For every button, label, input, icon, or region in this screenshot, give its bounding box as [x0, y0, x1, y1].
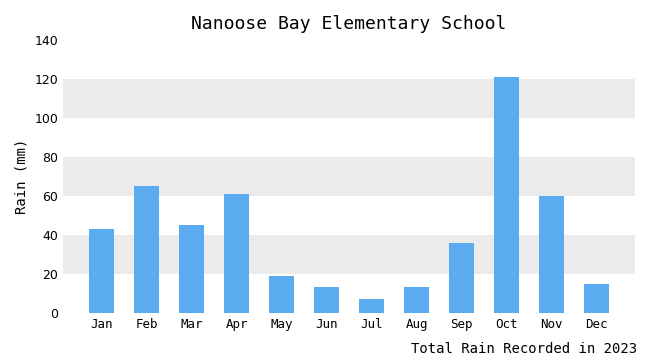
Bar — [269, 276, 294, 313]
Y-axis label: Rain (mm): Rain (mm) — [15, 139, 29, 214]
Bar — [404, 287, 429, 313]
Bar — [359, 299, 384, 313]
Bar — [63, 118, 635, 157]
Title: Nanoose Bay Elementary School: Nanoose Bay Elementary School — [192, 15, 507, 33]
Bar — [135, 186, 159, 313]
Bar — [63, 274, 635, 313]
Bar — [63, 196, 635, 235]
Bar — [449, 243, 474, 313]
Bar — [63, 157, 635, 196]
Bar — [494, 77, 519, 313]
Bar — [89, 229, 114, 313]
Bar — [63, 79, 635, 118]
Bar — [314, 287, 339, 313]
Bar — [63, 40, 635, 79]
Bar — [63, 235, 635, 274]
Bar — [179, 225, 204, 313]
Bar — [584, 284, 609, 313]
Bar — [540, 196, 564, 313]
Bar — [224, 194, 249, 313]
Text: Total Rain Recorded in 2023: Total Rain Recorded in 2023 — [411, 342, 637, 356]
